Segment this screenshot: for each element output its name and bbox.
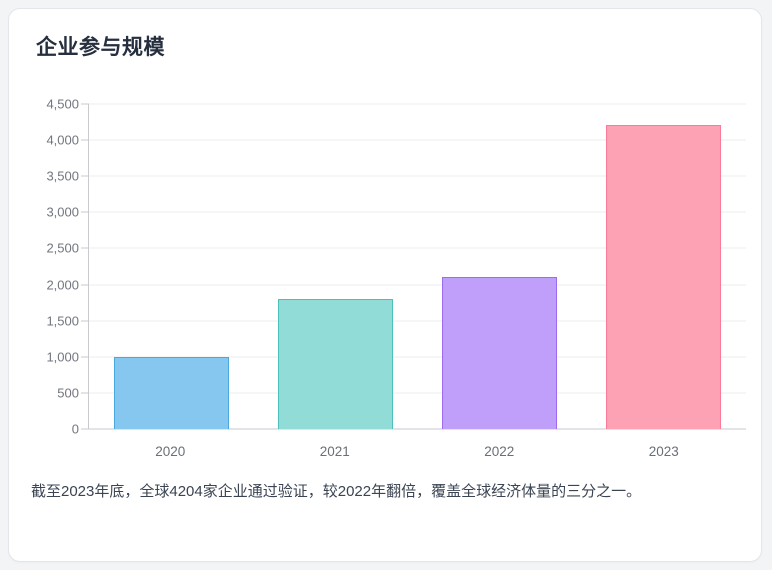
gridline xyxy=(89,103,746,105)
gridline xyxy=(89,175,746,177)
gridline xyxy=(89,284,746,286)
bar-2020[interactable] xyxy=(113,356,229,429)
y-tick-mark xyxy=(81,139,89,141)
y-tick-label: 1,500 xyxy=(46,313,79,329)
y-tick-mark xyxy=(81,392,89,394)
y-tick-label: 4,500 xyxy=(46,96,79,112)
gridline xyxy=(89,356,746,358)
x-tick-label: 2022 xyxy=(484,444,515,459)
bar-2022[interactable] xyxy=(442,277,558,429)
gridline xyxy=(89,211,746,213)
gridline xyxy=(89,320,746,322)
gridline xyxy=(89,139,746,141)
chart-plot-area xyxy=(81,103,746,430)
y-tick-mark xyxy=(81,320,89,322)
y-tick-label: 4,000 xyxy=(46,132,79,148)
gridline xyxy=(89,247,746,249)
y-tick-mark xyxy=(81,103,89,105)
x-axis-line xyxy=(89,428,746,430)
y-tick-label: 3,500 xyxy=(46,168,79,184)
chart-description: 截至2023年底，全球4204家企业通过验证，较2022年翻倍，覆盖全球经济体量… xyxy=(31,483,642,500)
page-title: 企业参与规模 xyxy=(36,36,165,59)
y-tick-mark xyxy=(81,284,89,286)
y-tick-label: 1,000 xyxy=(46,349,79,365)
gridline xyxy=(89,392,746,394)
y-tick-label: 2,000 xyxy=(46,277,79,293)
y-tick-mark xyxy=(81,211,89,213)
y-tick-label: 3,000 xyxy=(46,204,79,220)
x-tick-label: 2020 xyxy=(155,444,186,459)
x-tick-label: 2021 xyxy=(319,444,350,459)
y-tick-mark xyxy=(81,356,89,358)
y-tick-mark xyxy=(81,175,89,177)
y-axis: 0 500 1,000 1,500 2,000 2,500 3,000 3,500 4,000 4… xyxy=(9,98,79,436)
y-tick-label: 0 xyxy=(71,421,79,437)
bar-2021[interactable] xyxy=(277,299,393,429)
bar-2023[interactable] xyxy=(606,125,722,429)
y-tick-label: 2,500 xyxy=(46,240,79,256)
chart-card: 企业参与规模 0 500 1,000 1,500 2,000 2,500 3,000 3,50… xyxy=(8,8,762,562)
y-tick-mark xyxy=(81,247,89,249)
x-tick-label: 2023 xyxy=(648,444,679,459)
y-tick-mark xyxy=(81,428,89,430)
y-tick-label: 500 xyxy=(57,385,79,401)
x-axis: 2020 2021 2022 2023 xyxy=(88,441,746,463)
